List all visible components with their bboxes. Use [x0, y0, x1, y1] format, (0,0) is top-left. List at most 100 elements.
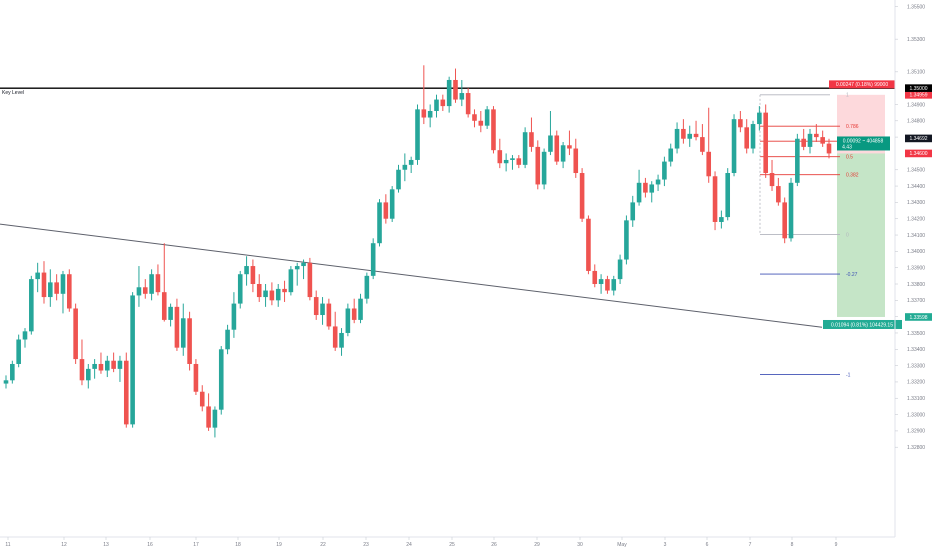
time-tick-label: 18: [235, 542, 241, 548]
candle-body: [168, 306, 173, 320]
price-tick-label: 1.35300: [907, 37, 925, 43]
time-tick-label: 24: [406, 542, 412, 548]
candle-body: [339, 332, 344, 348]
drawing-lines: [0, 87, 895, 376]
candle-body: [554, 135, 560, 162]
candle-body: [693, 133, 699, 138]
price-tick-label: 1.34300: [907, 200, 925, 206]
candle-body: [655, 179, 661, 185]
price-tag-label: 1.34959: [909, 93, 927, 99]
candle-body: [674, 128, 680, 149]
price-tick-label: 1.33900: [907, 265, 925, 271]
price-tag-label: 1.33598: [909, 315, 927, 321]
candle-body: [662, 161, 667, 180]
price-tick-label: 1.33400: [907, 347, 925, 353]
candle-body: [459, 93, 465, 100]
candle-body: [60, 274, 66, 294]
candle-body: [237, 274, 243, 304]
candle-body: [719, 217, 724, 222]
candle-body: [408, 159, 414, 165]
candle-body: [605, 279, 610, 291]
candle-body: [649, 184, 655, 193]
price-tick-label: 1.33800: [907, 282, 925, 288]
candle-body: [788, 182, 794, 239]
time-tick-label: 23: [363, 542, 369, 548]
candle-body: [174, 306, 180, 348]
candle-body: [351, 308, 357, 320]
risk-label-box: [829, 80, 895, 89]
price-tick-label: 1.32800: [907, 445, 925, 451]
fib-level-label: 0.786: [846, 124, 859, 130]
candle-body: [738, 119, 743, 128]
risk-reward-zones: [837, 94, 885, 317]
candle-body: [123, 360, 129, 425]
candle-body: [92, 363, 97, 369]
candle-body: [700, 137, 705, 152]
candle-body: [35, 272, 40, 280]
candle-body: [250, 266, 256, 285]
fib-level-label: 0: [846, 232, 849, 238]
price-tag: [905, 149, 932, 158]
candle-body: [67, 274, 72, 309]
candle-body: [136, 287, 142, 296]
candle-body: [307, 262, 313, 298]
candle-body: [193, 363, 199, 392]
reward-label: 0.01094 (0.81%) 104429.15: [831, 322, 893, 328]
price-tick-label: 1.33100: [907, 396, 925, 402]
time-tick-label: 16: [147, 542, 153, 548]
candle-body: [282, 288, 287, 293]
candle-body: [548, 135, 553, 152]
candle-body: [187, 318, 192, 364]
candle-body: [275, 288, 281, 301]
candle-body: [269, 290, 275, 301]
candle-body: [541, 151, 547, 185]
time-tick-label: 13: [103, 542, 109, 548]
candle-body: [826, 143, 832, 154]
candle-body: [3, 380, 9, 384]
time-axis[interactable]: 11 12 13 16 17 18 19 22 23 24 25 26 29 30 May 3 6 7 8 9: [0, 536, 895, 548]
price-tag-label: 1.34600: [909, 151, 927, 157]
candle-body: [294, 266, 300, 270]
candle-body: [263, 290, 268, 298]
price-tag: [905, 91, 932, 99]
trend-line[interactable]: [0, 223, 823, 328]
candle-body: [427, 110, 433, 118]
price-tick-label: 1.32900: [907, 429, 925, 435]
candle-body: [744, 127, 749, 149]
candle-body: [573, 148, 579, 174]
candle-body: [795, 138, 800, 183]
candle-body: [180, 318, 186, 348]
candle-body: [801, 138, 806, 147]
price-tag-label: 1.34692: [909, 136, 927, 142]
candle-body: [706, 151, 712, 177]
candle-body: [763, 112, 768, 174]
candle-body: [79, 359, 85, 381]
time-tick-label: 29: [534, 542, 540, 548]
candle-body: [453, 79, 458, 100]
time-tick-label: 19: [276, 542, 282, 548]
candle-body: [814, 133, 819, 138]
candle-body: [636, 182, 642, 203]
candle-body: [345, 308, 351, 333]
candle-body: [807, 133, 813, 147]
key-level-label: Key Level: [2, 90, 24, 96]
candle-body: [465, 93, 471, 115]
candle-body: [579, 173, 585, 219]
candle-body: [415, 109, 420, 160]
price-axis[interactable]: 1.355001.353001.351001.349001.348001.347…: [894, 0, 932, 537]
candle-body: [611, 279, 617, 291]
candle-body: [491, 109, 496, 151]
candle-body: [41, 272, 47, 298]
candle-body: [731, 119, 737, 174]
time-tick-label: 12: [61, 542, 67, 548]
fib-level-label: 0.5: [846, 154, 853, 160]
risk-label: 0.00247 (0.18%) 99000: [836, 82, 888, 88]
candle-body: [225, 329, 230, 350]
candle-body: [364, 275, 370, 299]
price-tick-label: 1.34400: [907, 184, 925, 190]
price-tag: [905, 134, 932, 143]
candle-body: [98, 363, 104, 371]
candle-body: [149, 274, 154, 294]
candle-body: [370, 243, 376, 276]
